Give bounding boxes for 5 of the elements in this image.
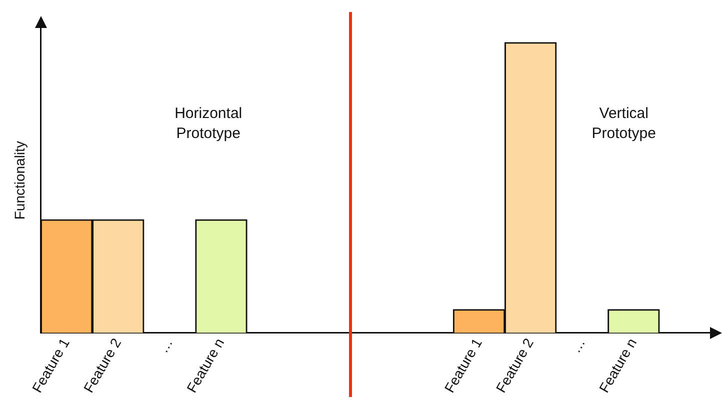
x-tick-label: …	[567, 335, 588, 356]
annotation: Vertical Prototype	[592, 105, 656, 142]
annotation: Horizontal Prototype	[174, 105, 242, 142]
y-axis-title: Functionality	[11, 141, 28, 220]
x-tick-label: …	[154, 335, 176, 356]
